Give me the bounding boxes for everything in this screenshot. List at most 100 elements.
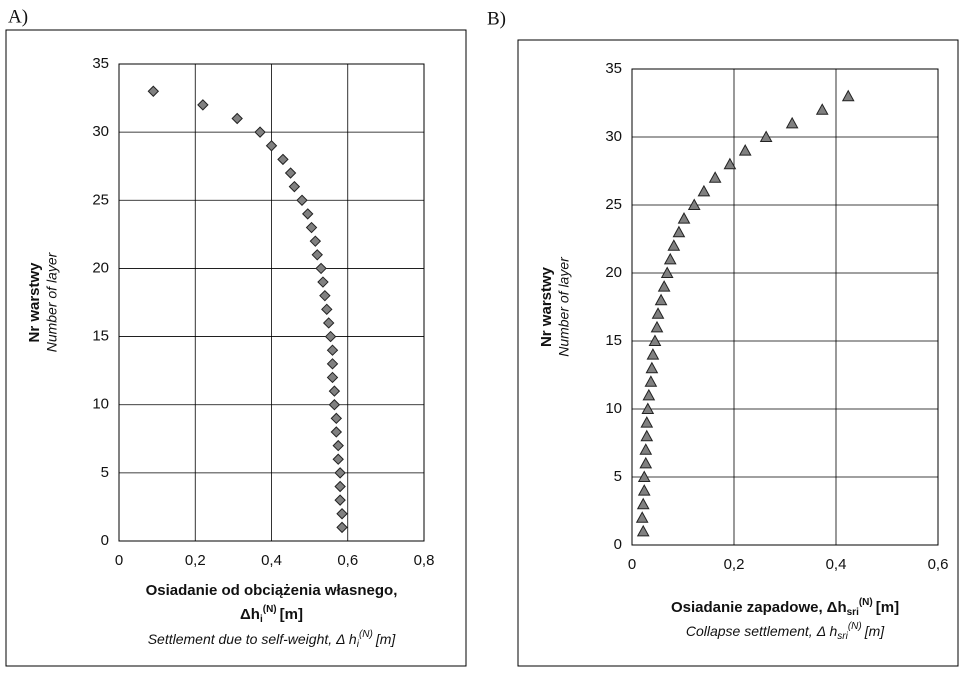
point bbox=[311, 249, 323, 261]
y-tick-label: 20 bbox=[92, 259, 109, 276]
point bbox=[288, 180, 301, 193]
point bbox=[277, 153, 289, 166]
point bbox=[254, 126, 266, 138]
x-tick-label: 0,2 bbox=[185, 552, 206, 569]
x-axis-symbol: Δhi(N) [m] bbox=[240, 604, 303, 625]
point bbox=[646, 348, 660, 360]
x-axis-label-en-sub: sri bbox=[837, 631, 848, 642]
point bbox=[645, 361, 659, 374]
x-axis-label-en-text: Collapse settlement, bbox=[686, 623, 813, 639]
y-tick-label: 20 bbox=[605, 264, 622, 281]
point bbox=[328, 385, 341, 397]
point bbox=[648, 334, 662, 346]
point bbox=[785, 116, 799, 129]
point bbox=[637, 484, 651, 496]
x-axis-label: Osiadanie od obciążenia własnego, bbox=[146, 582, 398, 599]
point bbox=[315, 262, 327, 275]
x-axis-label-sup: (N) bbox=[859, 597, 873, 608]
y-tick-label: 30 bbox=[92, 123, 109, 140]
point bbox=[651, 307, 665, 319]
point bbox=[302, 208, 314, 220]
x-tick-label: 0,4 bbox=[261, 552, 282, 569]
point bbox=[639, 456, 653, 469]
x-axis-label-en: Collapse settlement, Δ hsri(N) [m] bbox=[686, 621, 885, 642]
point bbox=[326, 371, 339, 384]
frame-b bbox=[517, 39, 959, 667]
point bbox=[296, 194, 308, 206]
point bbox=[759, 130, 773, 142]
panel-label: B) bbox=[487, 8, 506, 29]
point bbox=[330, 426, 343, 438]
point bbox=[639, 443, 653, 455]
x-axis-label-en: Settlement due to self-weight, Δ hi(N) [m] bbox=[148, 629, 397, 650]
plot-border bbox=[118, 63, 425, 542]
point bbox=[708, 171, 722, 183]
point bbox=[642, 388, 656, 401]
point bbox=[326, 344, 339, 356]
y-tick-label: 15 bbox=[92, 328, 109, 345]
point bbox=[319, 289, 331, 302]
point bbox=[738, 144, 752, 156]
y-tick-label: 0 bbox=[614, 536, 622, 553]
point bbox=[321, 303, 333, 316]
point bbox=[697, 184, 711, 197]
x-tick-label: 0 bbox=[628, 556, 636, 573]
x-tick-label: 0,6 bbox=[928, 556, 949, 573]
y-tick-label: 25 bbox=[92, 191, 109, 208]
x-axis-label-base: Δh bbox=[827, 599, 847, 616]
point bbox=[660, 266, 674, 278]
y-tick-label: 5 bbox=[614, 468, 622, 485]
x-axis-label-en-unit: [m] bbox=[375, 631, 397, 647]
point bbox=[636, 524, 650, 537]
x-axis-label-en-sup: (N) bbox=[359, 629, 373, 640]
y-tick-label: 10 bbox=[92, 396, 109, 413]
point bbox=[197, 99, 209, 111]
point bbox=[663, 252, 677, 265]
point bbox=[667, 239, 681, 251]
x-axis-symbol-unit: [m] bbox=[280, 606, 303, 623]
point bbox=[654, 293, 668, 306]
frame-a bbox=[5, 29, 467, 667]
x-axis-label-en-sub: i bbox=[357, 639, 360, 650]
plot-border bbox=[631, 68, 939, 546]
point bbox=[324, 330, 337, 343]
x-axis-symbol-sub: i bbox=[260, 614, 263, 625]
y-tick-label: 0 bbox=[101, 532, 109, 549]
x-axis-label-text: Osiadanie zapadowe, bbox=[671, 599, 823, 616]
y-tick-label: 25 bbox=[605, 196, 622, 213]
point bbox=[336, 521, 348, 534]
x-axis-label-en-base: Δ h bbox=[816, 623, 838, 639]
point bbox=[657, 280, 671, 292]
point bbox=[650, 320, 664, 333]
x-axis-label-en-unit: [m] bbox=[864, 623, 886, 639]
point bbox=[640, 429, 654, 442]
x-tick-label: 0 bbox=[115, 552, 123, 569]
point bbox=[640, 416, 654, 428]
point bbox=[637, 470, 651, 482]
point bbox=[328, 399, 341, 411]
x-axis-label-en-base: Δ h bbox=[335, 631, 357, 647]
point bbox=[231, 112, 243, 125]
point bbox=[147, 85, 160, 97]
point bbox=[322, 317, 335, 329]
y-axis-label: Nr warstwy bbox=[538, 266, 555, 347]
point bbox=[336, 508, 348, 520]
point bbox=[317, 276, 329, 288]
y-axis-label-en: Number of layer bbox=[44, 251, 60, 352]
point bbox=[332, 453, 344, 465]
point bbox=[635, 511, 649, 523]
point bbox=[841, 89, 855, 102]
x-axis-label: Osiadanie zapadowe, Δhsri(N) [m] bbox=[671, 597, 899, 618]
point bbox=[687, 198, 701, 210]
x-axis-label-en-text: Settlement due to self-weight, bbox=[148, 631, 332, 647]
y-axis-label: Nr warstwy bbox=[26, 262, 43, 343]
panel-label: A) bbox=[8, 6, 28, 27]
y-tick-label: 35 bbox=[605, 60, 622, 77]
point bbox=[334, 467, 346, 479]
x-tick-label: 0,2 bbox=[724, 556, 745, 573]
point bbox=[644, 375, 658, 387]
y-tick-label: 15 bbox=[605, 332, 622, 349]
y-tick-label: 10 bbox=[605, 400, 622, 417]
x-tick-label: 0,6 bbox=[337, 552, 358, 569]
point bbox=[334, 494, 346, 506]
